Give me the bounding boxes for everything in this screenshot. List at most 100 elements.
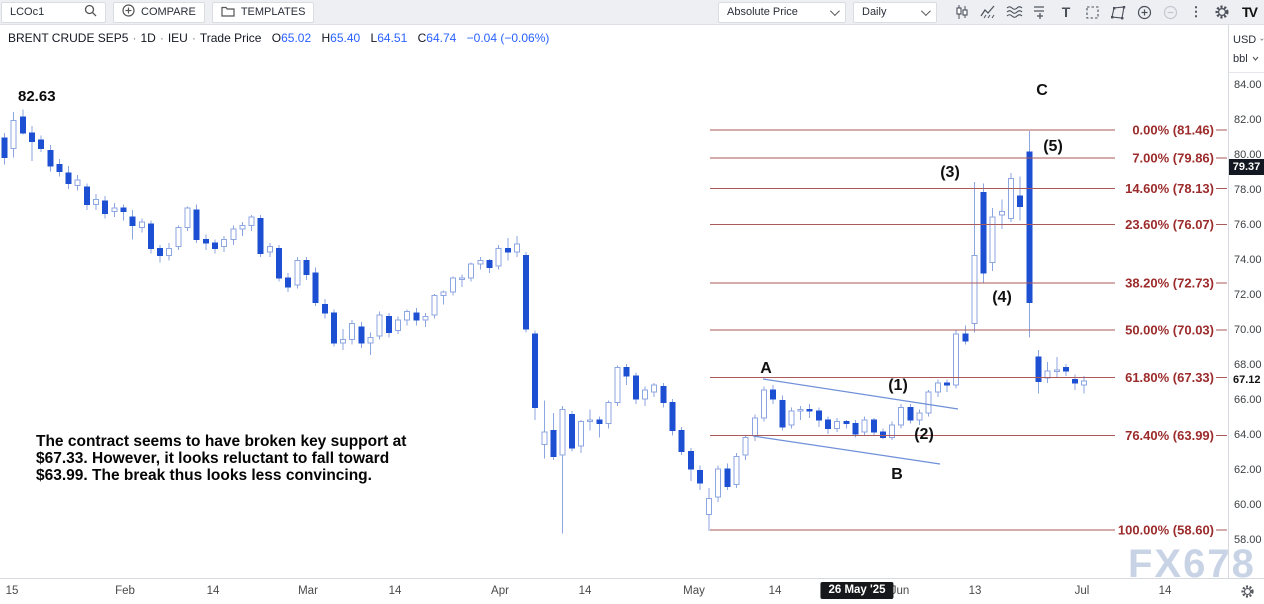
top-toolbar: LCOc1 COMPARE TEMPLATES Absolute Price D… xyxy=(0,0,1264,25)
candle-down xyxy=(1035,356,1042,382)
candle-down xyxy=(1072,379,1078,384)
interval-select[interactable]: Daily xyxy=(853,1,937,23)
candlestick-style-icon[interactable] xyxy=(952,2,972,22)
candle-down xyxy=(486,260,493,268)
candle-down xyxy=(413,312,420,321)
symbol-search-value: LCOc1 xyxy=(10,6,45,18)
candle-down xyxy=(83,186,90,205)
candle-up xyxy=(834,421,841,429)
legend-separator: · xyxy=(191,31,196,45)
candle-up xyxy=(459,277,465,281)
axis-unit-block: USD bbl xyxy=(1229,28,1264,73)
compare-button[interactable]: COMPARE xyxy=(113,1,205,23)
fib-level-label: 50.00% (70.03) xyxy=(1125,323,1214,338)
candle-down xyxy=(120,207,127,212)
zoom-out-icon[interactable] xyxy=(1160,2,1180,22)
templates-button[interactable]: TEMPLATES xyxy=(211,1,315,23)
candle-down xyxy=(825,419,831,430)
candle-up xyxy=(175,226,182,248)
note-line: $67.33. However, it looks reluctant to f… xyxy=(36,450,390,467)
fib-level-label: 7.00% (79.86) xyxy=(1132,151,1214,166)
candle-up xyxy=(376,314,383,337)
templates-label: TEMPLATES xyxy=(240,6,306,18)
add-scale-icon[interactable] xyxy=(1030,2,1050,22)
time-tick-label: Jun xyxy=(890,585,910,597)
candle-down xyxy=(129,216,136,227)
candle-up xyxy=(166,247,173,256)
candle-up xyxy=(184,207,191,228)
candle-down xyxy=(843,421,850,424)
candle-up xyxy=(1044,370,1051,379)
compare-plus-icon xyxy=(122,4,135,20)
candle-up xyxy=(1008,177,1014,220)
candle-down xyxy=(852,422,859,435)
low-label: L xyxy=(370,31,378,45)
candle-up xyxy=(440,291,447,296)
timezone-settings-icon[interactable] xyxy=(1240,584,1255,604)
price-tick-label: 78.00 xyxy=(1234,184,1262,196)
text-tool-icon[interactable]: T xyxy=(1061,4,1071,20)
unit-select[interactable]: bbl xyxy=(1233,49,1264,68)
smoothed-lines-icon[interactable] xyxy=(1004,2,1024,22)
candle-down xyxy=(623,366,630,377)
price-tick-label: 72.00 xyxy=(1234,289,1262,301)
chart-tools-iconbar: T ⋮ TV xyxy=(952,2,1260,22)
wave-label: (4) xyxy=(992,289,1012,306)
candle-up xyxy=(971,254,978,325)
currency-value: USD xyxy=(1233,33,1257,46)
select-rectangle-icon[interactable] xyxy=(1082,2,1102,22)
chevron-down-icon xyxy=(1260,38,1264,41)
candle-up xyxy=(642,389,648,400)
candle-down xyxy=(770,389,777,400)
candle-up xyxy=(788,410,795,426)
fib-level-label: 0.00% (81.46) xyxy=(1132,123,1214,138)
price-tick-label: 60.00 xyxy=(1234,499,1262,511)
candle-down xyxy=(202,239,209,244)
currency-select[interactable]: USD xyxy=(1233,30,1264,49)
candle-up xyxy=(477,260,484,265)
candle-down xyxy=(806,408,813,412)
price-tick-label: 64.00 xyxy=(1234,429,1262,441)
candle-up xyxy=(998,211,1005,216)
more-options-icon[interactable]: ⋮ xyxy=(1189,4,1203,19)
candle-up xyxy=(989,216,996,263)
zoom-in-icon[interactable] xyxy=(1134,2,1154,22)
price-mode-select[interactable]: Absolute Price xyxy=(718,1,846,23)
symbol-legend[interactable]: BRENT CRUDE SEP5 · 1D · IEU · Trade Price O65.… xyxy=(8,31,549,45)
legend-separator: · xyxy=(132,31,137,45)
candle-down xyxy=(321,303,328,314)
fib-level-label: 61.80% (67.33) xyxy=(1125,370,1214,385)
time-tick-label: 13 xyxy=(968,585,982,597)
settings-gear-icon[interactable] xyxy=(1212,2,1232,22)
price-tick-label: 70.00 xyxy=(1234,324,1262,336)
candle-down xyxy=(157,247,164,256)
interval-value: Daily xyxy=(862,6,887,18)
candle-up xyxy=(513,243,520,253)
candle-up xyxy=(898,407,905,426)
price-tick-label: 76.00 xyxy=(1234,219,1262,231)
candle-down xyxy=(815,410,822,421)
chevron-down-icon xyxy=(1252,56,1259,61)
close-label: C xyxy=(417,31,427,45)
legend-price-type: Trade Price xyxy=(199,31,262,45)
candle-up xyxy=(10,120,17,149)
candle-down xyxy=(147,223,154,249)
indicators-icon[interactable] xyxy=(978,2,998,22)
tradingview-logo[interactable]: TV xyxy=(1242,4,1258,20)
peak-price-label: 82.63 xyxy=(18,88,56,105)
time-axis[interactable]: 15 Feb 14 Mar 14 Apr 14 May 14 Jun 13 Jul 14 26 May … xyxy=(0,578,1264,604)
time-tick-label: Mar xyxy=(298,585,318,597)
polygon-tool-icon[interactable] xyxy=(1108,2,1128,22)
low-value: 64.51 xyxy=(377,31,408,45)
price-axis[interactable]: USD bbl 84.00 82.00 80.00 78.00 76.00 74.00 72… xyxy=(1228,0,1264,604)
wave-label: (1) xyxy=(888,377,908,394)
note-line: The contract seems to have broken key su… xyxy=(36,433,407,450)
candle-down xyxy=(47,149,54,167)
candle-up xyxy=(578,421,584,447)
symbol-search-input[interactable]: LCOc1 xyxy=(1,1,106,23)
candle-down xyxy=(687,450,694,470)
candle-up xyxy=(93,198,99,206)
candle-down xyxy=(38,139,45,150)
candle-down xyxy=(19,116,26,134)
